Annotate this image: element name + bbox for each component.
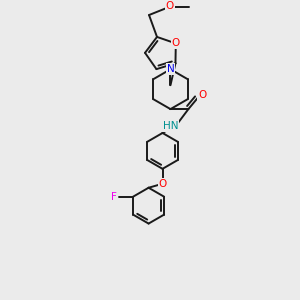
Text: O: O (158, 179, 166, 189)
Text: O: O (166, 1, 174, 11)
Text: N: N (167, 64, 174, 74)
Text: O: O (172, 38, 180, 48)
Text: HN: HN (163, 121, 178, 131)
Text: F: F (111, 192, 117, 202)
Text: O: O (198, 90, 206, 100)
